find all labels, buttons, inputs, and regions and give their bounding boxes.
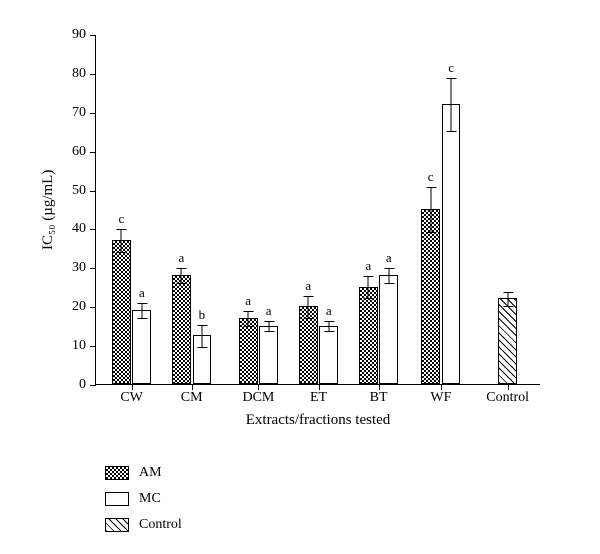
error-bar xyxy=(430,187,431,234)
error-bar xyxy=(201,325,202,348)
error-bar xyxy=(507,292,508,308)
sig-letter: a xyxy=(305,278,311,294)
bar xyxy=(239,318,258,384)
bar xyxy=(442,104,461,384)
y-tick-label: 90 xyxy=(72,27,96,43)
legend-label: Control xyxy=(139,517,182,533)
y-tick-label: 30 xyxy=(72,260,96,276)
sig-letter: a xyxy=(365,258,371,274)
y-tick-label: 50 xyxy=(72,183,96,199)
legend-swatch xyxy=(105,466,129,480)
y-tick-label: 0 xyxy=(79,377,96,393)
y-axis-label: IC₅₀ (µg/mL) xyxy=(40,170,57,250)
chart-figure: Extracts/fractions tested 01020304050607… xyxy=(0,0,600,554)
plot-area: Extracts/fractions tested 01020304050607… xyxy=(95,35,540,385)
bar xyxy=(421,209,440,384)
error-bar xyxy=(368,276,369,299)
x-tick-label: CM xyxy=(181,384,203,406)
error-bar xyxy=(248,311,249,327)
bar xyxy=(112,240,131,384)
x-tick-label: CW xyxy=(120,384,143,406)
error-bar xyxy=(121,229,122,252)
legend-label: AM xyxy=(139,465,162,481)
sig-letter: a xyxy=(139,285,145,301)
sig-letter: b xyxy=(199,307,206,323)
y-tick-label: 80 xyxy=(72,66,96,82)
error-bar xyxy=(308,296,309,319)
legend-item: MC xyxy=(105,486,182,512)
error-bar xyxy=(328,321,329,333)
error-bar xyxy=(388,268,389,284)
error-bar xyxy=(268,321,269,333)
x-tick-label: ET xyxy=(310,384,327,406)
x-tick-label: WF xyxy=(430,384,451,406)
bar xyxy=(379,275,398,384)
bar xyxy=(132,310,151,384)
sig-letter: a xyxy=(179,250,185,266)
legend-item: Control xyxy=(105,512,182,538)
bar xyxy=(259,326,278,384)
legend-swatch xyxy=(105,518,129,532)
y-tick-label: 10 xyxy=(72,338,96,354)
sig-letter: c xyxy=(448,60,454,76)
sig-letter: a xyxy=(266,303,272,319)
sig-letter: a xyxy=(386,250,392,266)
y-tick-label: 60 xyxy=(72,144,96,160)
sig-letter: c xyxy=(428,169,434,185)
bar xyxy=(498,298,517,384)
legend: AM MC Control xyxy=(105,460,182,538)
legend-label: MC xyxy=(139,491,161,507)
legend-swatch xyxy=(105,492,129,506)
error-bar xyxy=(451,78,452,132)
sig-letter: c xyxy=(118,211,124,227)
y-tick-label: 20 xyxy=(72,299,96,315)
bar xyxy=(319,326,338,384)
error-bar xyxy=(141,303,142,319)
bar xyxy=(172,275,191,384)
x-tick-label: DCM xyxy=(242,384,274,406)
x-tick-label: BT xyxy=(370,384,388,406)
y-tick-label: 40 xyxy=(72,221,96,237)
sig-letter: a xyxy=(245,293,251,309)
x-tick-label: Control xyxy=(486,384,529,406)
error-bar xyxy=(181,268,182,284)
y-tick-label: 70 xyxy=(72,105,96,121)
sig-letter: a xyxy=(326,303,332,319)
legend-item: AM xyxy=(105,460,182,486)
bar xyxy=(359,287,378,384)
